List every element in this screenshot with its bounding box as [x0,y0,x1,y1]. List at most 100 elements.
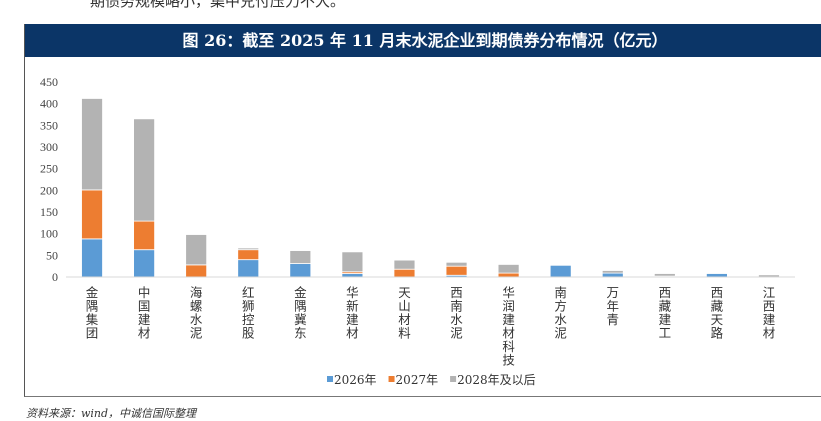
x-category-label: 泥 [190,326,203,341]
bar-segment-2026年 [341,273,364,278]
legend-label: 2026年 [334,373,377,387]
bar-segment-2027年 [81,189,103,240]
y-tick-label: 350 [40,118,58,132]
x-category-label: 股 [242,326,255,341]
x-category-label: 南 [554,285,567,300]
x-category-label: 水 [450,312,463,327]
x-category-label: 材 [398,312,411,327]
legend-swatch [450,376,457,382]
y-tick-label: 300 [40,140,58,154]
bar-segment-2026年 [705,273,728,278]
x-category-label: 团 [86,326,99,341]
bar-segment-2026年 [549,264,572,278]
bar-segment-2028年及以后 [81,98,103,191]
bar-segment-2027年 [237,249,260,261]
bar-segment-2027年 [497,272,520,278]
x-category-label: 西 [450,285,463,300]
x-category-label: 西 [711,285,724,300]
x-category-label: 方 [554,299,567,314]
y-tick-label: 200 [40,183,58,197]
bar-segment-2028年及以后 [341,251,364,273]
x-category-label: 水 [190,312,203,327]
x-category-label: 国 [138,299,151,314]
x-category-label: 泥 [450,326,463,341]
bar-segment-2028年及以后 [133,118,156,222]
x-category-label: 料 [398,326,411,341]
legend-swatch [327,376,333,382]
x-category-label: 材 [502,326,515,341]
x-category-label: 建 [346,312,359,327]
y-tick-label: 100 [40,227,58,241]
figure-title: 图 26：截至 2025 年 11 月末水泥企业到期债券分布情况（亿元） [25,24,821,57]
bar-segment-2026年 [81,238,103,278]
bar-segment-2028年及以后 [445,261,468,267]
x-category-label: 材 [346,326,359,341]
x-category-label: 南 [450,299,463,314]
y-tick-label: 400 [40,97,58,111]
y-tick-label: 150 [40,205,58,219]
x-category-label: 工 [659,326,672,341]
y-tick-label: 50 [46,248,58,262]
bar-segment-2026年 [133,249,156,278]
x-category-label: 材 [763,326,776,341]
x-category-label: 泥 [554,326,567,341]
x-category-label: 集 [86,312,99,327]
bar-segment-2028年及以后 [237,247,260,251]
body-text-fragment: 期债务规模略小，集中兑付压力不大。 [90,0,346,10]
bar-segment-2027年 [185,264,208,278]
x-category-label: 控 [242,312,255,327]
bar-segment-2028年及以后 [601,270,624,274]
x-category-label: 建 [138,312,151,327]
x-category-label: 建 [659,312,672,327]
bar-segment-2027年 [445,265,468,276]
x-category-label: 山 [398,299,411,314]
bar-segment-2028年及以后 [289,250,312,264]
x-category-label: 金 [86,285,99,300]
x-category-label: 技 [502,353,515,368]
bar-segment-2028年及以后 [653,273,676,277]
x-category-label: 天 [398,285,411,300]
x-category-label: 江 [763,285,776,300]
x-category-label: 西 [659,285,672,300]
bar-segment-2026年 [601,272,624,278]
x-category-label: 华 [502,285,515,300]
bar-segment-2028年及以后 [497,264,520,274]
x-category-label: 红 [242,285,255,300]
bar-segment-2027年 [133,220,156,251]
y-tick-label: 450 [40,75,58,89]
x-category-label: 科 [502,339,515,354]
x-category-label: 螺 [190,299,203,314]
x-category-label: 东 [294,326,307,341]
bar-segment-2026年 [237,259,260,278]
x-category-label: 新 [346,299,359,314]
x-category-label: 隅 [294,299,307,314]
x-category-label: 金 [294,285,307,300]
x-category-label: 万 [606,285,619,300]
x-category-label: 材 [138,326,151,341]
x-category-label: 青 [606,312,619,327]
x-category-label: 海 [190,285,203,300]
figure-frame [24,24,821,397]
x-category-label: 路 [711,326,724,341]
bar-segment-2028年及以后 [185,234,208,266]
bar-segment-2026年 [289,263,312,278]
x-category-label: 隅 [86,299,99,314]
y-tick-label: 250 [40,162,58,176]
x-category-label: 年 [606,299,619,314]
x-category-label: 水 [554,312,567,327]
x-category-label: 建 [763,312,776,327]
x-category-label: 冀 [294,312,307,327]
x-category-label: 藏 [711,299,724,314]
x-category-label: 华 [346,285,359,300]
x-category-label: 中 [138,285,151,300]
x-category-label: 建 [502,312,515,327]
x-category-label: 藏 [659,299,672,314]
legend-label: 2028年及以后 [457,373,536,387]
x-category-label: 天 [711,312,724,327]
x-category-label: 润 [502,299,515,314]
bar-segment-2027年 [393,268,416,278]
x-category-label: 西 [763,299,776,314]
x-category-label: 狮 [242,299,255,314]
legend-label: 2027年 [396,373,439,387]
